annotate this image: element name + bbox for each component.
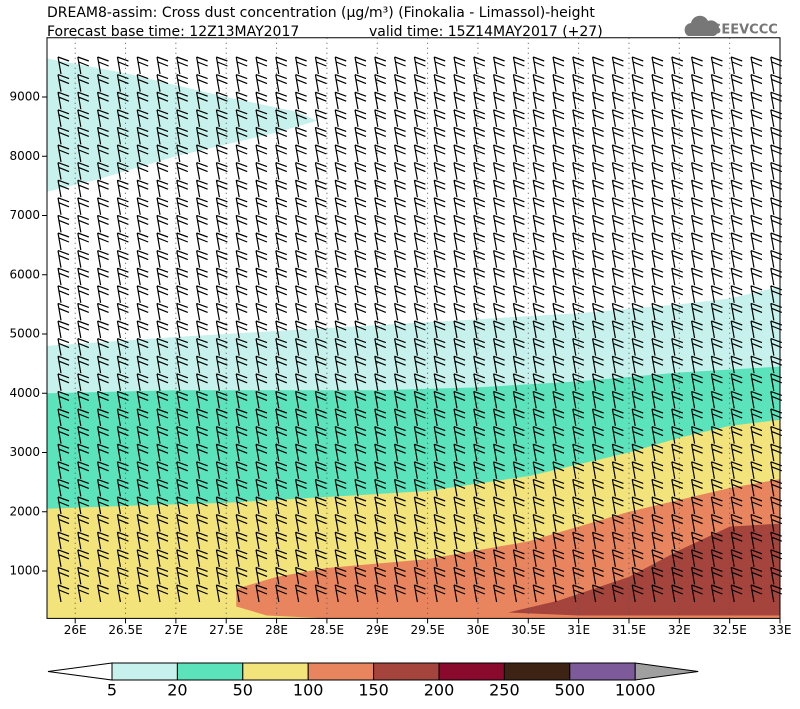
colorbar-over — [634, 662, 699, 681]
y-tick-label: 3000 — [9, 445, 40, 459]
valid-time: valid time: 15Z14MAY2017 (+27) — [369, 24, 603, 40]
y-tick-label: 1000 — [9, 564, 40, 578]
x-tick-label: 27.5E — [209, 623, 243, 637]
x-tick-label: 31.5E — [612, 623, 646, 637]
y-tick-label: 9000 — [9, 90, 40, 104]
x-tick-label: 31E — [567, 623, 590, 637]
chart-title: DREAM8-assim: Cross dust concentration (… — [47, 5, 595, 21]
contour-region — [508, 523, 780, 616]
logo-cloud — [684, 15, 720, 36]
colorbar-under — [47, 662, 113, 681]
colorbar-box — [569, 662, 636, 681]
colorbar-label: 1000 — [615, 681, 656, 700]
x-tick-label: 29E — [366, 623, 389, 637]
logo-text: SEEVCCC — [712, 23, 778, 38]
colorbar-label: 500 — [555, 681, 586, 700]
colorbar-box — [111, 662, 178, 681]
x-tick-label: 32.5E — [713, 623, 747, 637]
x-tick-label: 33E — [769, 623, 792, 637]
colorbar-label: 100 — [293, 681, 324, 700]
x-tick-label: 27E — [164, 623, 187, 637]
y-tick-label: 2000 — [9, 504, 40, 518]
y-tick-label: 6000 — [9, 267, 40, 281]
colorbar-label: 50 — [233, 681, 253, 700]
x-tick-label: 28.5E — [310, 623, 344, 637]
colorbar-box — [373, 662, 440, 681]
colorbar-label: 250 — [489, 681, 520, 700]
x-tick-label: 32E — [668, 623, 691, 637]
x-tick-label: 30E — [467, 623, 490, 637]
contour-region — [47, 58, 317, 192]
wind-barbs — [57, 56, 783, 603]
x-tick-label: 30.5E — [511, 623, 545, 637]
y-tick-label: 4000 — [9, 386, 40, 400]
colorbar-label: 150 — [358, 681, 389, 700]
colorbar-label: 5 — [107, 681, 117, 700]
y-tick-label: 7000 — [9, 208, 40, 222]
colorbar-label: 200 — [424, 681, 455, 700]
y-tick-label: 8000 — [9, 149, 40, 163]
x-tick-label: 26E — [64, 623, 87, 637]
x-tick-label: 26.5E — [108, 623, 142, 637]
colorbar-box — [503, 662, 571, 681]
logo: SEEVCCC — [684, 15, 778, 38]
chart-subtitle: Forecast base time: 12Z13MAY2017 — [47, 24, 299, 40]
y-tick-label: 5000 — [9, 327, 40, 341]
colorbar-box — [242, 662, 309, 681]
x-tick-label: 28E — [265, 623, 288, 637]
colorbar-box — [438, 662, 505, 681]
colorbar-label: 20 — [167, 681, 187, 700]
x-tick-label: 29.5E — [410, 623, 444, 637]
plot-frame — [46, 37, 781, 619]
colorbar-box — [176, 662, 244, 681]
colorbar-box — [307, 662, 375, 681]
